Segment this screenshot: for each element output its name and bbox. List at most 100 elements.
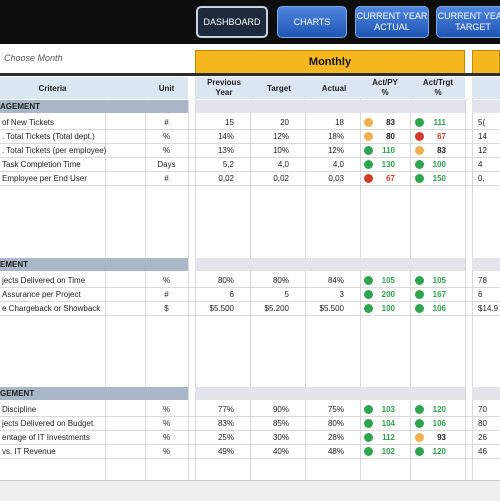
act-trgt-value: 150 [432,174,446,183]
section-band-next [472,258,500,271]
section-header: GEMENT [0,387,188,400]
row-divider [0,458,500,459]
act-trgt-status-icon [415,118,424,127]
actual-cell: $5.500 [319,304,344,313]
next-period-value: 46 [478,447,487,456]
act-py-value: 105 [381,276,395,285]
previous-year-cell: 13% [217,146,234,155]
unit-cell: # [164,290,169,299]
actual-cell: 84% [327,276,344,285]
act-trgt-status-icon [415,447,424,456]
row-divider [0,430,500,431]
unit-cell: % [162,433,171,442]
act-py-value: 110 [382,146,395,155]
row-divider [0,171,500,172]
previous-year-cell: 25% [217,433,234,442]
act-trgt-value: 111 [433,118,446,127]
row-divider [0,185,500,186]
actual-cell: 3 [339,290,344,299]
actual-cell: 4,0 [332,160,344,169]
unit-cell: % [162,419,171,428]
section-band-next [472,387,500,400]
unit-cell: % [162,276,171,285]
section-band-next [472,100,500,113]
act-trgt-value: 106 [432,304,446,313]
target-cell: 0,02 [273,174,289,183]
act-py-column-header: Act/PY % [372,78,398,97]
grid-vline-3 [195,99,196,480]
charts-label: CHARTS [293,16,331,27]
act-py-status-icon [364,276,373,285]
unit-cell: % [162,146,171,155]
next-period-value: 12 [478,146,487,155]
act-py-value: 112 [382,433,395,442]
charts-button[interactable]: CHARTS [277,6,347,38]
grid-vline-7 [410,99,411,480]
act-trgt-column-header: Act/Trgt % [422,78,454,97]
target-cell: 10% [272,146,289,155]
previous-year-column-header: Previous Year [207,78,241,97]
grid-vline-0 [105,99,106,480]
act-py-status-icon [364,447,373,456]
target-column-header: Target [267,84,291,93]
section-band-monthly [195,387,465,400]
unit-cell: % [162,405,171,414]
previous-year-cell: 14% [217,132,234,141]
act-py-value: 67 [386,174,395,183]
act-trgt-status-icon [415,276,424,285]
criteria-cell: . Total Tickets (per employee) [2,146,107,155]
unit-cell: Days [157,160,176,169]
unit-cell: # [164,118,169,127]
unit-cell: % [162,132,171,141]
choose-month-label[interactable]: Choose Month [4,53,63,63]
target-cell: 85% [272,419,289,428]
target-cell: 80% [272,276,289,285]
act-py-status-icon [364,405,373,414]
dashboard-button[interactable]: DASHBOARD [196,6,268,38]
act-trgt-value: 83 [437,146,446,155]
grid-vline-2 [188,99,189,480]
section-header: AGEMENT [0,100,188,113]
previous-year-cell: 0,02 [218,174,234,183]
act-trgt-status-icon [415,405,424,414]
section-band-monthly [195,100,465,113]
grid-vline-5 [305,99,306,480]
current-year-target-button[interactable]: CURRENT YEAR TARGET [436,6,500,38]
act-trgt-value: 120 [432,447,446,456]
next-period-value: 26 [478,433,487,442]
unit-cell: # [164,174,169,183]
act-py-status-icon [364,433,373,442]
next-period-value: 6 [478,290,483,299]
act-py-value: 103 [381,405,395,414]
next-period-value: 80 [478,419,487,428]
act-py-status-icon [364,290,373,299]
actual-cell: 18 [335,118,344,127]
header-separator [0,73,500,76]
act-trgt-value: 167 [432,290,446,299]
act-py-value: 102 [381,447,395,456]
monthly-header-bg [195,77,465,99]
dashboard-label: DASHBOARD [203,16,261,27]
horizontal-scrollbar[interactable] [0,480,500,501]
act-py-value: 83 [386,118,395,127]
section-header: EMENT [0,258,188,271]
current-year-actual-button[interactable]: CURRENT YEAR ACTUAL [355,6,429,38]
next-period-value: 14 [478,132,487,141]
act-py-value: 80 [386,132,395,141]
act-py-status-icon [364,174,373,183]
act-trgt-status-icon [415,146,424,155]
current-year-target-label: CURRENT YEAR TARGET [437,11,500,32]
target-cell: 5 [284,290,289,299]
act-py-value: 100 [381,304,395,313]
target-cell: 4,0 [277,160,289,169]
current-year-actual-label: CURRENT YEAR ACTUAL [356,11,428,32]
criteria-cell: Task Completion Time [2,160,81,169]
unit-cell: % [162,447,171,456]
actual-cell: 12% [327,146,344,155]
previous-year-cell: 83% [217,419,234,428]
unit-column-header: Unit [158,84,175,93]
row-divider [0,143,500,144]
act-py-value: 130 [381,160,395,169]
act-trgt-value: 93 [437,433,446,442]
criteria-cell: e Chargeback or Showback [2,304,101,313]
